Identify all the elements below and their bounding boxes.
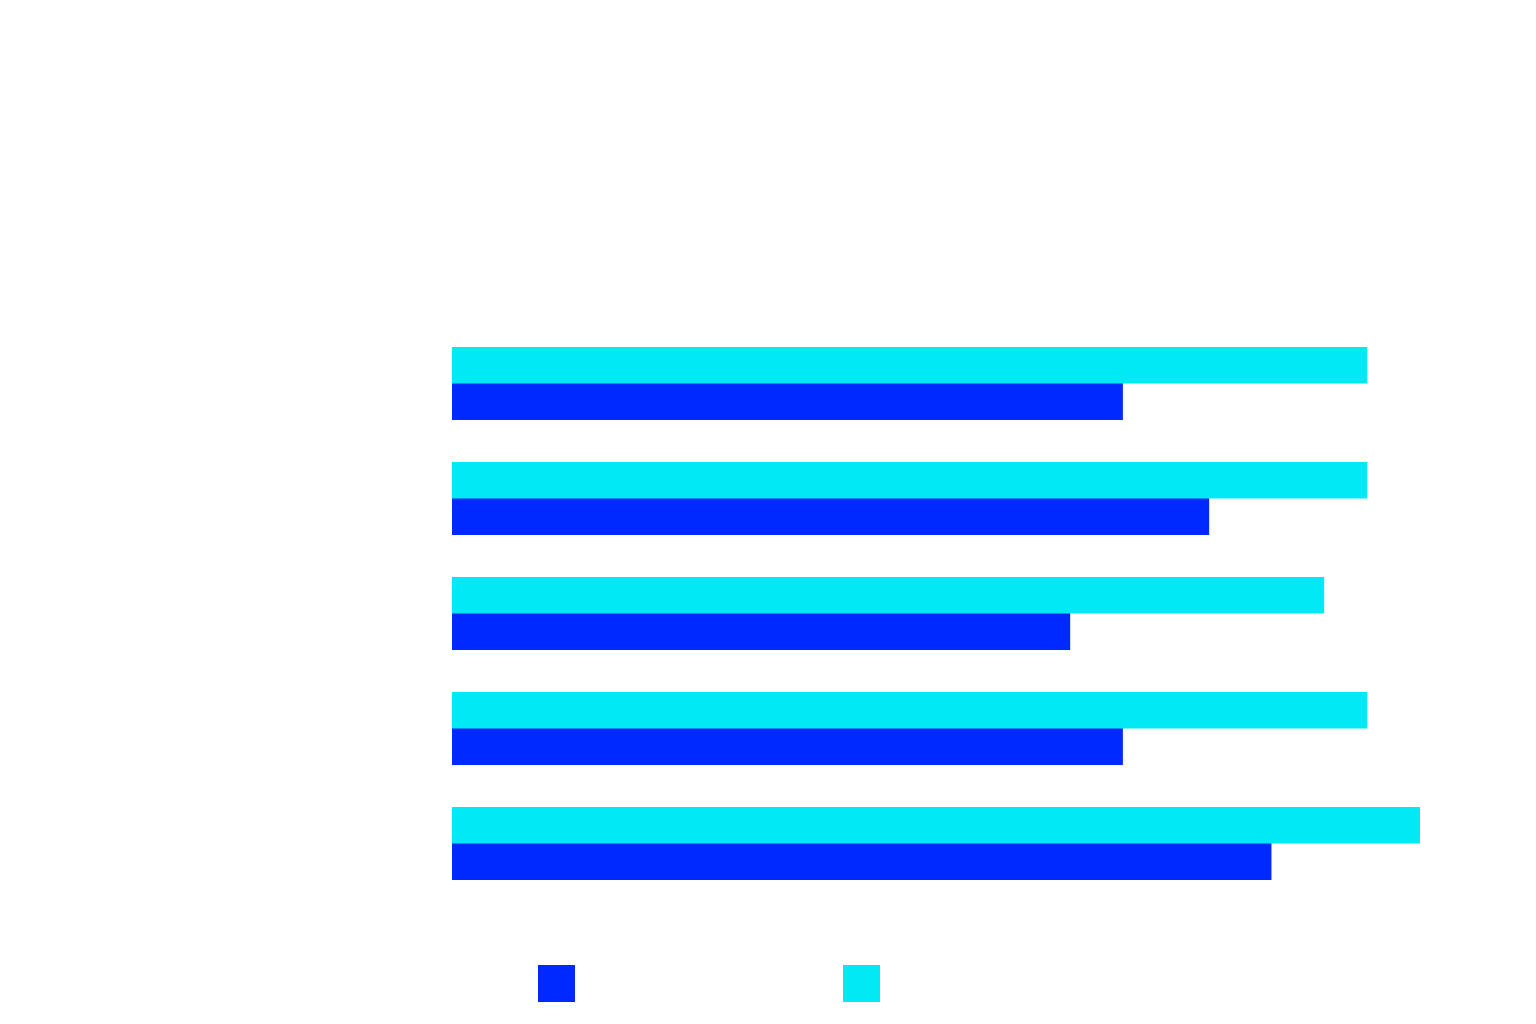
bar-series-2-category-1 — [452, 347, 1368, 384]
legend-swatch-series-1 — [538, 965, 575, 1002]
bar-series-1-category-5 — [452, 843, 1272, 880]
bar-series-2-category-5 — [452, 807, 1420, 844]
bar-series-2-category-4 — [452, 692, 1368, 729]
bar-series-1-category-4 — [452, 728, 1123, 765]
bar-series-2-category-2 — [452, 462, 1368, 499]
chart-legend — [538, 965, 1148, 1002]
bar-series-2-category-3 — [452, 577, 1325, 614]
legend-item-series-2 — [843, 965, 890, 1002]
bar-series-1-category-3 — [452, 613, 1071, 650]
bar-series-1-category-1 — [452, 383, 1123, 420]
legend-swatch-series-2 — [843, 965, 880, 1002]
legend-item-series-1 — [538, 965, 585, 1002]
bar-series-1-category-2 — [452, 498, 1210, 535]
